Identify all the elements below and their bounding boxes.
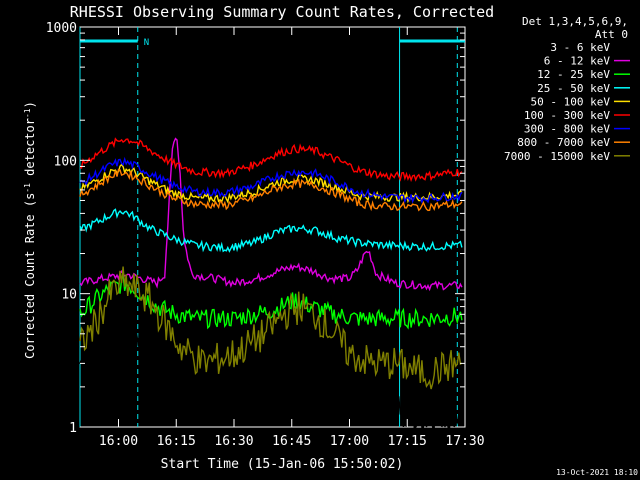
- legend-label-4: 50 - 100 keV: [531, 95, 611, 108]
- series-line-4: [79, 163, 463, 204]
- y-axis-label-mid: detector: [23, 118, 37, 183]
- y-tick-label-1: 10: [61, 288, 77, 303]
- series-line-7: [79, 168, 463, 212]
- legend-label-5: 100 - 300 keV: [524, 109, 610, 122]
- legend-label-1: 6 - 12 keV: [544, 55, 611, 68]
- generation-timestamp: 13-Oct-2021 18:10: [556, 468, 638, 477]
- legend-label-2: 12 - 25 keV: [537, 68, 610, 81]
- y-tick-label-0: 1: [69, 421, 77, 436]
- series-layer: [79, 137, 463, 428]
- series-line-3: [79, 208, 463, 253]
- x-tick-label-0: 16:00: [99, 434, 138, 449]
- series-line-0: [79, 253, 463, 428]
- observing-flags: N: [79, 27, 465, 427]
- x-tick-label-5: 17:15: [388, 434, 427, 449]
- x-axis-label: Start Time (15-Jan-06 15:50:02): [161, 457, 404, 472]
- axes-layer: 16:00 16:15 16:30 16:45 17:00 17:15 17:30 1 10 10…: [46, 21, 485, 449]
- y-tick-label-3: 1000: [46, 21, 77, 36]
- y-axis-label: Corrected Count Rate (s-1 detector-1): [23, 101, 38, 359]
- night-label: N: [144, 38, 149, 48]
- y-axis-label-sup2: -1: [23, 108, 32, 118]
- series-line-5: [79, 137, 463, 183]
- y-axis-label-main: Corrected Count Rate (s: [23, 193, 37, 359]
- y-axis-label-sup1: -1: [23, 183, 32, 193]
- x-tick-label-1: 16:15: [157, 434, 196, 449]
- x-tick-label-6: 17:30: [445, 434, 484, 449]
- legend-label-3: 25 - 50 keV: [537, 82, 610, 95]
- legend-header-line1: Det 1,3,4,5,6,9,: [522, 15, 628, 28]
- x-tick-label-4: 17:00: [330, 434, 369, 449]
- chart-title: RHESSI Observing Summary Count Rates, Co…: [70, 3, 494, 21]
- legend-label-0: 3 - 6 keV: [550, 41, 610, 54]
- legend-header-line2: Att 0: [595, 28, 628, 41]
- legend-label-7: 800 - 7000 keV: [517, 136, 610, 149]
- y-axis-label-end: ): [23, 101, 37, 108]
- x-tick-label-3: 16:45: [272, 434, 311, 449]
- legend-label-8: 7000 - 15000 keV: [504, 150, 610, 163]
- series-line-1: [79, 137, 463, 292]
- series-line-6: [79, 156, 463, 204]
- x-tick-label-2: 16:30: [214, 434, 253, 449]
- y-tick-label-2: 100: [54, 154, 77, 169]
- series-line-8: [79, 266, 463, 390]
- legend-label-6: 300 - 800 keV: [524, 123, 610, 136]
